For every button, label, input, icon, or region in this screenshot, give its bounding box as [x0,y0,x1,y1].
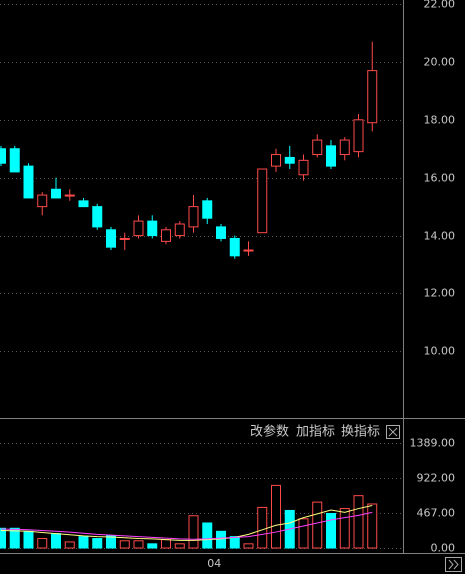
candle-body [367,70,378,124]
volume-bar [367,503,378,549]
candle-body [284,156,295,164]
candle-body [78,200,89,208]
candle-body [147,220,158,237]
volume-bar [216,530,226,549]
y-tick-label: 18.00 [424,114,456,127]
candle-body [92,206,103,228]
candle-body [64,194,75,197]
volume-bar [298,518,309,549]
volume-bar [243,543,254,549]
volume-bar [271,484,281,549]
candle-body [298,159,309,176]
volume-bar [0,527,6,549]
candle-body [37,194,48,208]
volume-bar [257,506,268,549]
candle-body [188,206,199,228]
y-tick-label: 12.00 [424,287,456,300]
candle-body [106,229,116,248]
y-tick-label: 0.00 [431,542,456,555]
x-tick-label: 04 [207,557,221,570]
y-tick-label: 10.00 [424,345,456,358]
candle-body [257,168,268,234]
volume-bar [119,540,130,549]
candle-body [271,154,281,167]
volume-bar [339,508,350,549]
ma-line [0,505,373,541]
candle-body [174,223,185,237]
volume-bar [188,515,199,549]
y-tick-label: 20.00 [424,56,456,69]
scroll-button[interactable] [445,557,462,572]
candle-body [326,145,336,167]
close-button[interactable] [386,425,400,439]
volume-bar [133,540,144,549]
candle-body [353,119,364,153]
button[interactable]: 加指标 [296,425,335,440]
y-tick-label: 1389.00 [410,437,456,450]
y-tick-label: 922.00 [417,472,456,485]
volume-bar [312,501,323,549]
candle-body [23,165,34,199]
volume-bar [202,522,213,549]
volume-bar [64,541,75,549]
candle-body [0,148,6,164]
candle-body [312,139,323,156]
volume-bar [92,538,103,549]
volume-bar [326,512,336,549]
candle-body [216,226,226,239]
y-tick-label: 14.00 [424,230,456,243]
candle-body [243,249,254,252]
volume-bar [174,543,185,549]
y-tick-label: 22.00 [424,0,456,11]
volume-bar [37,538,48,549]
candle-body [133,220,144,237]
volume-bar [147,543,158,549]
volume-bar [353,495,364,549]
volume-bar [9,527,20,549]
candle-body [202,200,213,219]
volume-bar [23,530,34,549]
volume-bar [229,536,240,549]
volume-bar [51,533,61,549]
y-tick-label: 16.00 [424,172,456,185]
volume-bar [161,539,171,549]
y-tick-label: 467.00 [417,507,456,520]
ma-line [0,511,373,540]
candle-body [339,139,350,156]
volume-bar [78,536,89,549]
candle-body [161,229,171,242]
candle-body [9,148,20,173]
candle-body [229,237,240,257]
button[interactable]: 改参数 [250,424,289,440]
candle-body [119,237,130,240]
candle-body [51,188,61,199]
button[interactable]: 换指标 [341,425,380,440]
